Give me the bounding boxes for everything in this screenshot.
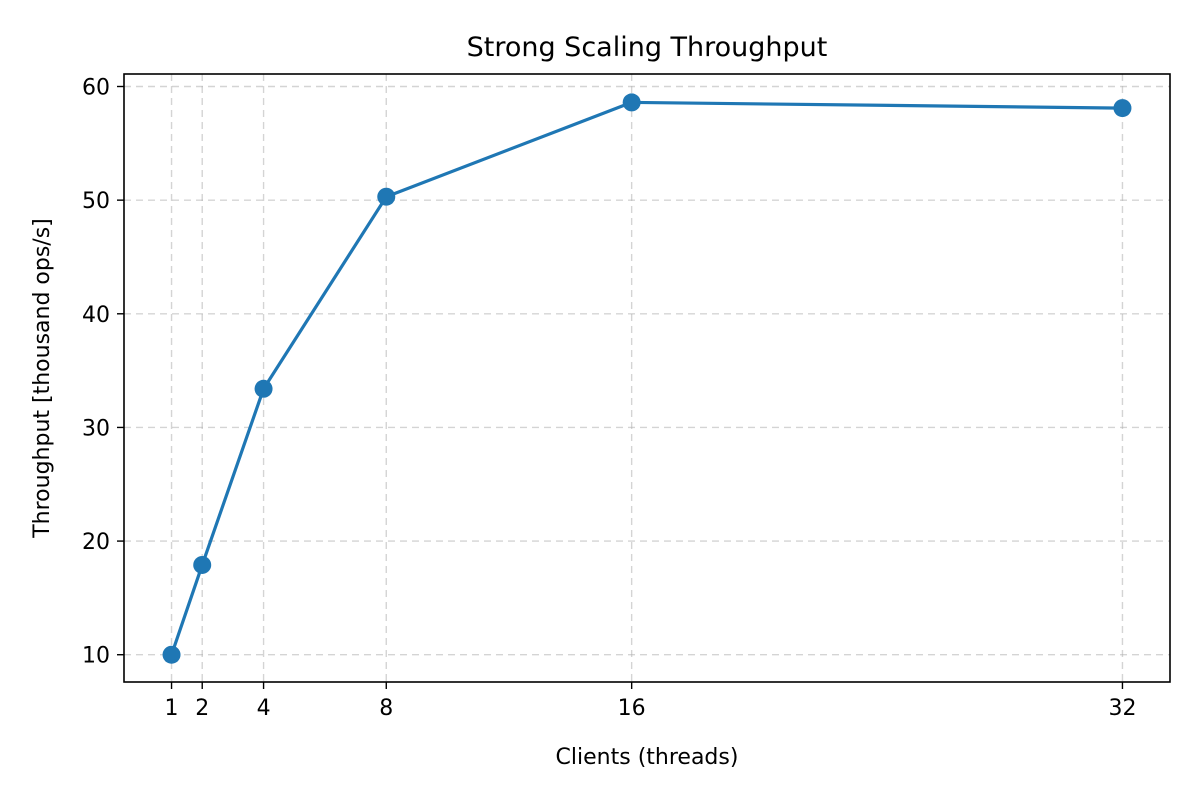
x-tick-label: 8: [379, 696, 393, 721]
data-point: [377, 187, 396, 206]
data-point: [254, 379, 273, 398]
y-tick-label: 40: [82, 303, 110, 328]
y-tick-label: 50: [82, 189, 110, 214]
y-tick-label: 10: [82, 644, 110, 669]
y-tick-label: 20: [82, 530, 110, 555]
grid: [124, 74, 1170, 682]
data-point: [622, 93, 641, 112]
y-tick-label: 60: [82, 76, 110, 101]
series-layer: [162, 93, 1132, 664]
data-point: [162, 645, 181, 664]
data-point: [1113, 99, 1132, 118]
x-tick-label: 4: [257, 696, 271, 721]
x-tick-label: 2: [195, 696, 209, 721]
axes: 1 2 4 8 16 32 10 20 30 40 50 60: [82, 76, 1136, 721]
y-tick-label: 30: [82, 416, 110, 441]
series-line: [169, 100, 1125, 657]
x-tick-label: 32: [1108, 696, 1136, 721]
chart-title: Strong Scaling Throughput: [467, 32, 828, 63]
x-tick-label: 16: [618, 696, 646, 721]
plot-frame: [123, 73, 1171, 683]
x-axis-label: Clients (threads): [556, 745, 739, 770]
y-axis-label: Throughput [thousand ops/s]: [30, 218, 55, 539]
x-tick-label: 1: [165, 696, 179, 721]
data-point: [193, 555, 212, 574]
